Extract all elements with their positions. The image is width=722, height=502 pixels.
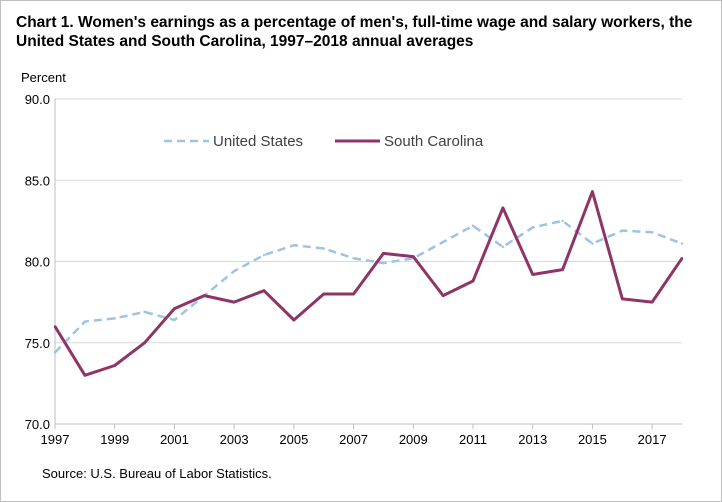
data-point bbox=[591, 242, 594, 245]
x-tick-label: 2013 bbox=[518, 432, 547, 447]
data-point bbox=[591, 190, 594, 193]
data-point bbox=[262, 253, 266, 257]
data-point bbox=[352, 292, 355, 296]
y-tick-label: 85.0 bbox=[25, 173, 50, 188]
data-point bbox=[621, 297, 624, 301]
data-point bbox=[501, 206, 505, 210]
data-point bbox=[322, 292, 325, 296]
x-tick-label: 2005 bbox=[279, 432, 308, 447]
y-tick-label: 80.0 bbox=[25, 255, 50, 270]
legend-label: South Carolina bbox=[384, 133, 484, 150]
axes bbox=[54, 99, 682, 429]
data-point bbox=[53, 325, 57, 328]
x-tick-label: 2011 bbox=[459, 432, 487, 447]
y-axis-label: Percent bbox=[21, 70, 66, 85]
data-point bbox=[382, 252, 385, 255]
data-point bbox=[83, 374, 87, 377]
data-point bbox=[680, 257, 684, 260]
data-point bbox=[203, 294, 206, 297]
data-point bbox=[561, 219, 564, 223]
data-point bbox=[621, 229, 624, 232]
data-point bbox=[292, 318, 296, 322]
data-point bbox=[531, 226, 534, 229]
series-line-united-states bbox=[54, 219, 683, 354]
data-point bbox=[322, 247, 325, 250]
data-point bbox=[531, 273, 534, 276]
data-point bbox=[292, 244, 296, 247]
data-point bbox=[412, 255, 415, 258]
y-tick-label: 75.0 bbox=[25, 336, 50, 351]
x-tick-label: 2017 bbox=[638, 432, 667, 447]
data-point bbox=[471, 279, 475, 283]
y-tick-labels: 70.0 75.0 80.0 85.0 90.0 bbox=[25, 92, 50, 432]
data-point bbox=[173, 307, 176, 310]
data-point bbox=[262, 289, 266, 292]
series-lines bbox=[53, 190, 684, 377]
data-point bbox=[471, 224, 475, 227]
gridlines bbox=[55, 98, 682, 344]
data-point bbox=[650, 300, 654, 304]
x-tick-label: 1999 bbox=[100, 432, 129, 447]
x-tick-label: 2001 bbox=[160, 432, 189, 447]
data-point bbox=[441, 240, 445, 244]
data-point bbox=[143, 310, 146, 314]
data-point bbox=[680, 242, 684, 245]
legend-label: United States bbox=[213, 133, 303, 150]
x-tick-label: 1997 bbox=[41, 432, 70, 447]
data-point bbox=[650, 231, 654, 234]
x-tick-label: 2007 bbox=[339, 432, 368, 447]
data-point bbox=[561, 268, 564, 271]
data-point bbox=[352, 257, 355, 260]
y-tick-label: 70.0 bbox=[25, 417, 50, 432]
data-point bbox=[173, 318, 176, 322]
data-point bbox=[143, 341, 146, 344]
y-tick-label: 90.0 bbox=[25, 92, 50, 107]
x-tick-labels: 1997 1999 2001 2003 2005 2007 2009 2011 2013 2015… bbox=[41, 432, 667, 447]
data-point bbox=[113, 317, 116, 320]
data-point bbox=[232, 300, 236, 304]
data-point bbox=[232, 270, 236, 273]
series-line-south-carolina bbox=[53, 190, 684, 377]
x-tick-label: 2015 bbox=[578, 432, 607, 447]
data-point bbox=[113, 364, 116, 367]
chart-title: Chart 1. Women's earnings as a percentag… bbox=[16, 14, 693, 50]
data-point bbox=[382, 261, 385, 265]
data-point bbox=[501, 245, 505, 249]
data-point bbox=[53, 351, 57, 354]
x-tick-label: 2003 bbox=[220, 432, 249, 447]
source-note: Source: U.S. Bureau of Labor Statistics. bbox=[42, 466, 272, 481]
data-point bbox=[83, 320, 87, 323]
data-point bbox=[441, 294, 445, 297]
legend: United States South Carolina bbox=[164, 133, 484, 150]
x-tick-label: 2009 bbox=[399, 432, 428, 447]
